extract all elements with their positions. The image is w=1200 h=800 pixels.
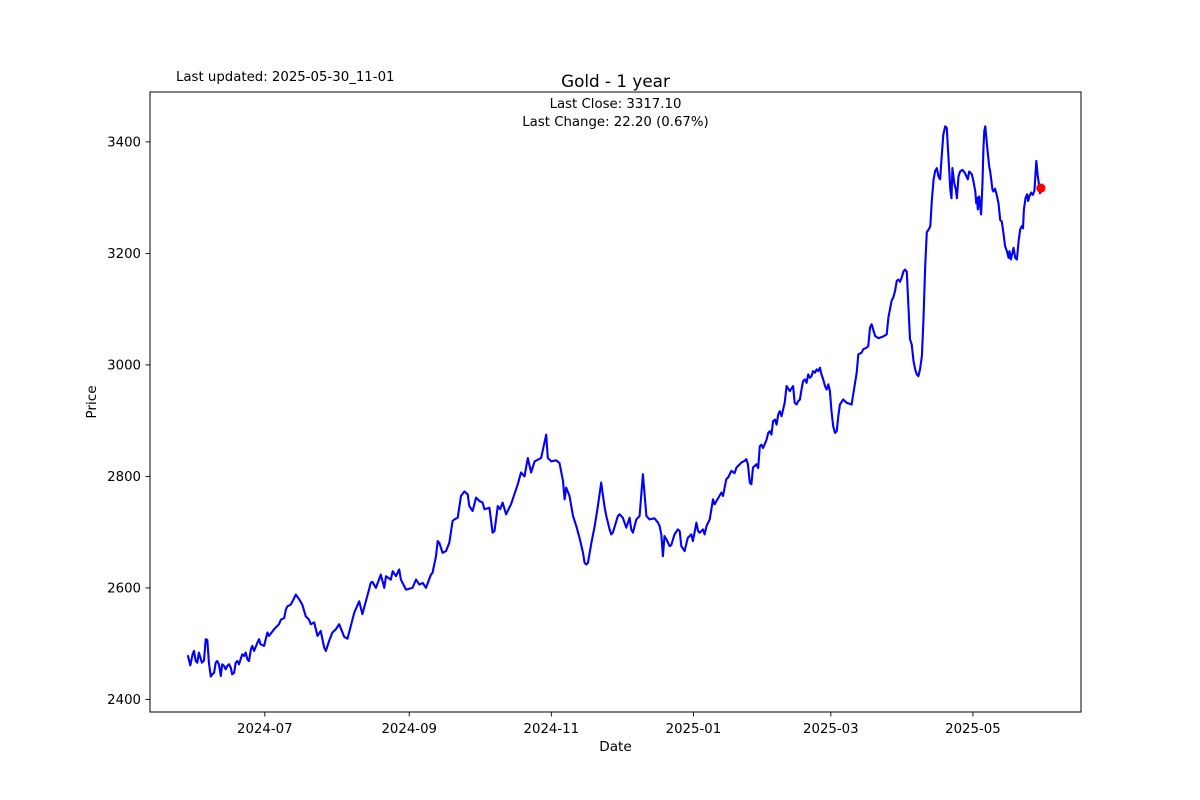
x-tick-label: 2024-07 (237, 722, 293, 737)
y-tick-label: 3200 (107, 247, 141, 262)
chart-title: Gold - 1 year (561, 71, 670, 91)
x-tick-label: 2025-03 (803, 722, 859, 737)
y-tick-label: 3000 (107, 359, 141, 374)
last-updated-label: Last updated: 2025-05-30_11-01 (176, 70, 394, 85)
y-axis-ticks: 2400 2600 2800 3000 3200 3400 (107, 136, 150, 708)
plot-area (149, 91, 1082, 713)
x-tick-label: 2025-05 (945, 722, 1001, 737)
last-close-annotation: Last Close: 3317.10 (550, 97, 682, 112)
x-tick-label: 2025-01 (666, 722, 722, 737)
y-tick-label: 2600 (107, 582, 141, 597)
x-tick-label: 2024-11 (524, 722, 580, 737)
x-axis-label: Date (599, 739, 632, 755)
x-axis-ticks: 2024-07 2024-09 2024-11 2025-01 2025-03 2025-… (237, 712, 1001, 737)
last-change-annotation: Last Change: 22.20 (0.67%) (522, 115, 708, 130)
y-axis-label: Price (84, 385, 100, 418)
x-tick-label: 2024-09 (381, 722, 437, 737)
y-tick-label: 2400 (107, 693, 141, 708)
price-line (186, 125, 1042, 678)
y-tick-label: 2800 (107, 470, 141, 485)
y-tick-label: 3400 (107, 136, 141, 151)
last-close-marker (1036, 183, 1046, 193)
